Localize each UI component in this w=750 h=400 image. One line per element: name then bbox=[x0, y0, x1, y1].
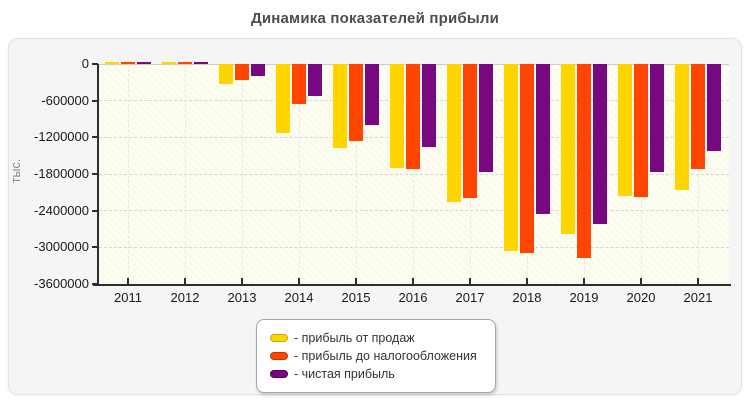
x-tick-mark bbox=[241, 278, 243, 284]
bar-чистая-прибыль-2019[interactable] bbox=[593, 64, 607, 224]
bar-прибыль-от-продаж-2013[interactable] bbox=[219, 64, 233, 84]
y-tick-label: 0 bbox=[81, 56, 89, 71]
bar-чистая-прибыль-2016[interactable] bbox=[422, 64, 436, 147]
bar-чистая-прибыль-2014[interactable] bbox=[308, 64, 322, 96]
x-tick-mark bbox=[697, 278, 699, 284]
x-gridline bbox=[697, 64, 699, 284]
y-tick-label: -2400000 bbox=[34, 202, 89, 218]
bar-прибыль-от-продаж-2015[interactable] bbox=[333, 64, 347, 148]
legend-item[interactable]: - чистая прибыль bbox=[270, 365, 485, 383]
x-tick-mark bbox=[127, 278, 129, 284]
y-tick-mark bbox=[92, 63, 98, 65]
bar-чистая-прибыль-2012[interactable] bbox=[194, 62, 208, 64]
bar-прибыль-до-налогообложения-2014[interactable] bbox=[292, 64, 306, 104]
bar-прибыль-до-налогообложения-2017[interactable] bbox=[463, 64, 477, 198]
y-tick-mark bbox=[92, 283, 98, 285]
x-tick-mark bbox=[526, 278, 528, 284]
bar-прибыль-до-налогообложения-2019[interactable] bbox=[577, 64, 591, 258]
bar-прибыль-от-продаж-2016[interactable] bbox=[390, 64, 404, 168]
x-tick-mark bbox=[184, 278, 186, 284]
legend-item-label: - прибыль до налогообложения bbox=[294, 349, 477, 363]
y-tick-mark bbox=[92, 209, 98, 212]
legend-item-label: - прибыль от продаж bbox=[294, 331, 415, 345]
x-tick-label: 2011 bbox=[114, 290, 142, 305]
bar-прибыль-до-налогообложения-2021[interactable] bbox=[691, 64, 705, 169]
bar-прибыль-до-налогообложения-2016[interactable] bbox=[406, 64, 420, 169]
bar-прибыль-от-продаж-2019[interactable] bbox=[561, 64, 575, 234]
x-tick-label: 2019 bbox=[569, 290, 599, 305]
plot-area bbox=[93, 62, 731, 286]
bar-чистая-прибыль-2018[interactable] bbox=[536, 64, 550, 214]
x-tick-mark bbox=[583, 278, 585, 284]
x-tick-mark bbox=[640, 278, 642, 284]
x-tick-label: 2015 bbox=[341, 290, 371, 305]
x-tick-label: 2016 bbox=[398, 290, 428, 305]
x-tick-label: 2021 bbox=[683, 290, 713, 305]
bar-прибыль-от-продаж-2014[interactable] bbox=[276, 64, 290, 133]
bar-прибыль-до-налогообложения-2015[interactable] bbox=[349, 64, 363, 141]
legend-item[interactable]: - прибыль от продаж bbox=[270, 329, 485, 347]
bar-прибыль-до-налогообложения-2011[interactable] bbox=[121, 62, 135, 64]
x-tick-label: 2013 bbox=[227, 290, 257, 305]
bar-чистая-прибыль-2011[interactable] bbox=[137, 62, 151, 64]
bar-прибыль-до-налогообложения-2018[interactable] bbox=[520, 64, 534, 253]
y-gridline bbox=[99, 173, 729, 175]
x-tick-label: 2018 bbox=[512, 290, 542, 305]
y-tick-mark bbox=[92, 246, 98, 249]
x-gridline bbox=[412, 64, 414, 284]
bar-чистая-прибыль-2020[interactable] bbox=[650, 64, 664, 172]
x-gridline bbox=[184, 64, 186, 284]
y-tick-label: -3000000 bbox=[34, 239, 89, 255]
y-tick-mark bbox=[92, 99, 98, 102]
legend-item[interactable]: - прибыль до налогообложения bbox=[270, 347, 485, 365]
bar-прибыль-от-продаж-2021[interactable] bbox=[675, 64, 689, 190]
y-axis-line bbox=[97, 64, 99, 286]
y-tick-label: -3600000 bbox=[34, 276, 89, 291]
x-tick-mark bbox=[298, 278, 300, 284]
chart-legend: - прибыль от продаж - прибыль до налогооб… bbox=[256, 319, 496, 393]
bar-чистая-прибыль-2013[interactable] bbox=[251, 64, 265, 76]
bar-прибыль-от-продаж-2017[interactable] bbox=[447, 64, 461, 202]
x-gridline bbox=[127, 64, 129, 284]
chart-panel: тыс. - прибыль от продаж - прибыль до нал… bbox=[8, 38, 742, 395]
x-axis-line bbox=[93, 284, 731, 286]
bar-прибыль-до-налогообложения-2013[interactable] bbox=[235, 64, 249, 80]
bar-прибыль-от-продаж-2012[interactable] bbox=[162, 62, 176, 64]
y-tick-label: -600000 bbox=[41, 92, 89, 108]
x-tick-mark bbox=[469, 278, 471, 284]
y-tick-mark bbox=[92, 136, 98, 139]
y-tick-mark bbox=[92, 173, 98, 175]
bar-прибыль-от-продаж-2011[interactable] bbox=[105, 62, 119, 64]
x-tick-label: 2012 bbox=[170, 290, 200, 305]
bar-чистая-прибыль-2015[interactable] bbox=[365, 64, 379, 125]
x-gridline bbox=[355, 64, 357, 284]
legend-swatch-icon bbox=[270, 352, 288, 360]
x-tick-label: 2017 bbox=[455, 290, 485, 305]
x-tick-label: 2020 bbox=[626, 290, 656, 305]
bar-чистая-прибыль-2017[interactable] bbox=[479, 64, 493, 172]
x-gridline bbox=[298, 64, 300, 284]
y-gridline bbox=[99, 246, 729, 248]
legend-swatch-icon bbox=[270, 334, 288, 342]
y-tick-label: -1800000 bbox=[34, 166, 89, 181]
bar-прибыль-до-налогообложения-2012[interactable] bbox=[178, 62, 192, 64]
bar-чистая-прибыль-2021[interactable] bbox=[707, 64, 721, 151]
bar-прибыль-от-продаж-2018[interactable] bbox=[504, 64, 518, 251]
bar-прибыль-от-продаж-2020[interactable] bbox=[618, 64, 632, 196]
bar-прибыль-до-налогообложения-2020[interactable] bbox=[634, 64, 648, 197]
legend-item-label: - чистая прибыль bbox=[294, 367, 395, 381]
x-tick-mark bbox=[412, 278, 414, 284]
x-tick-label: 2014 bbox=[284, 290, 314, 305]
y-tick-label: -1200000 bbox=[34, 129, 89, 145]
legend-swatch-icon bbox=[270, 370, 288, 378]
y-gridline bbox=[99, 210, 729, 212]
page-title: Динамика показателей прибыли bbox=[250, 10, 500, 27]
x-tick-mark bbox=[355, 278, 357, 284]
x-gridline bbox=[241, 64, 243, 284]
